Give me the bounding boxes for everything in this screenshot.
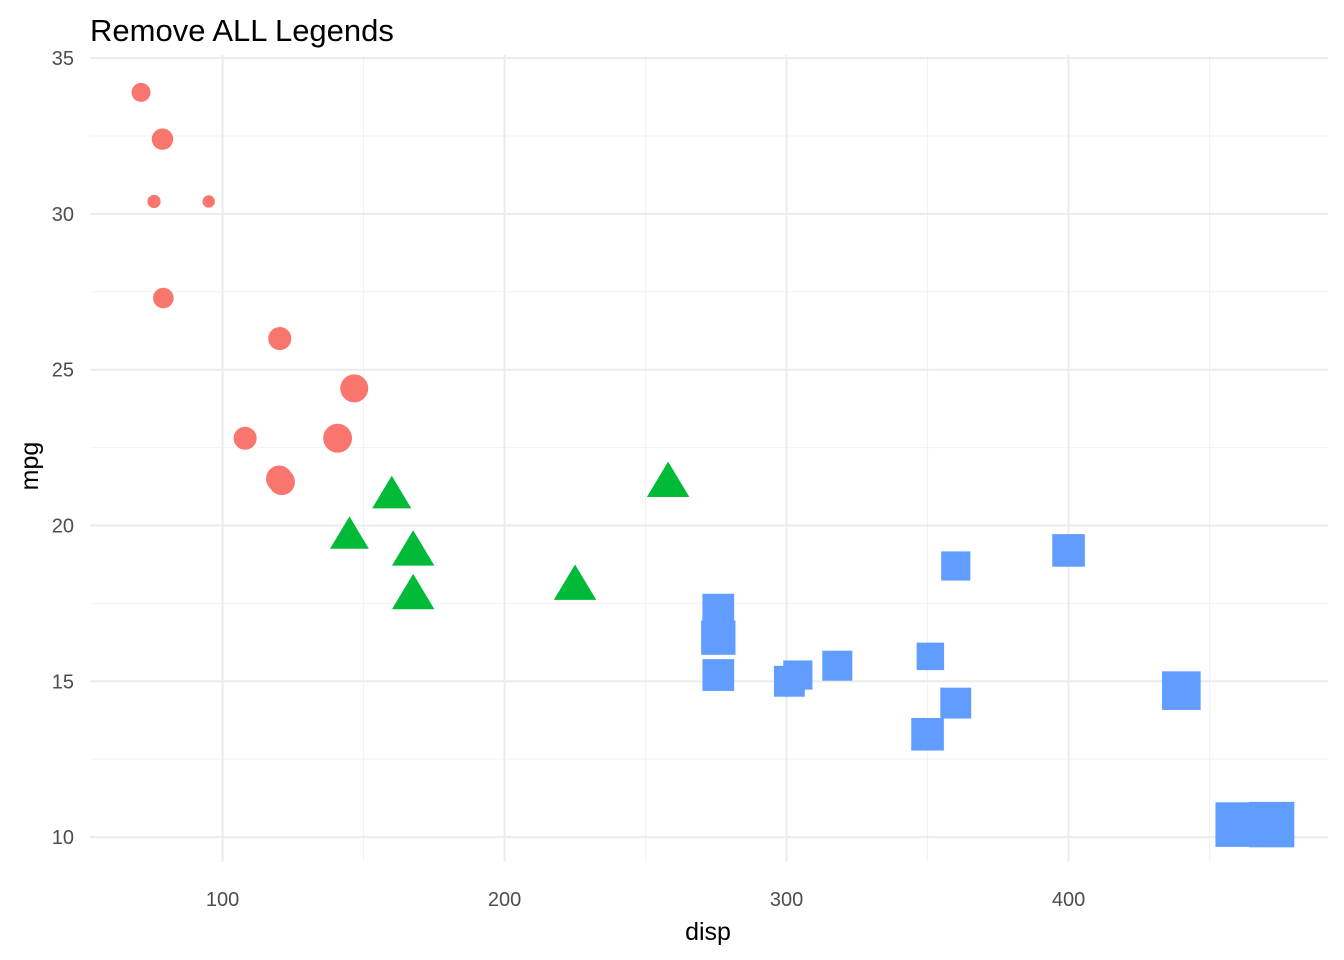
data-point-triangle (391, 573, 435, 610)
data-point-square (940, 687, 972, 719)
x-axis-title: disp (685, 918, 731, 946)
data-point-square (702, 659, 735, 691)
y-axis-title: mpg (16, 442, 44, 491)
data-point-triangle (553, 564, 597, 600)
x-axis-ticks: 100 200 300 400 (206, 889, 1085, 911)
y-tick-label: 10 (52, 827, 74, 849)
y-tick-label: 35 (52, 48, 74, 70)
data-point-square (916, 642, 945, 671)
x-tick-label: 400 (1052, 889, 1085, 911)
data-point-circle (268, 468, 295, 496)
data-point-square (1162, 671, 1201, 710)
y-tick-label: 30 (52, 204, 74, 226)
x-tick-label: 300 (770, 889, 803, 911)
data-point-square (702, 593, 735, 626)
x-tick-label: 100 (206, 889, 239, 911)
data-point-circle (131, 82, 151, 102)
data-point-circle (233, 426, 257, 450)
data-point-circle (147, 194, 161, 209)
data-point-square (822, 650, 853, 681)
data-points (131, 82, 1295, 848)
data-point-circle (340, 374, 369, 403)
y-axis-ticks: 10 15 20 25 30 35 (52, 48, 74, 849)
data-point-circle (323, 423, 353, 453)
data-point-square (1052, 534, 1085, 567)
y-tick-label: 15 (52, 671, 74, 693)
data-point-circle (153, 287, 174, 309)
chart-title: Remove ALL Legends (90, 13, 394, 48)
y-tick-label: 20 (52, 515, 74, 537)
data-point-circle (268, 326, 292, 351)
data-point-circle (202, 195, 215, 208)
data-point-square (911, 717, 944, 751)
grid-lines (90, 55, 1328, 862)
data-point-square (773, 665, 805, 697)
data-point-square (1248, 801, 1295, 848)
x-tick-label: 200 (488, 889, 521, 911)
data-point-square (941, 551, 971, 581)
data-point-circle (151, 128, 174, 150)
data-point-triangle (330, 516, 369, 549)
data-point-triangle (391, 530, 435, 566)
data-point-triangle (372, 475, 412, 509)
y-tick-label: 25 (52, 360, 74, 382)
data-point-square (701, 620, 736, 655)
data-point-triangle (646, 461, 690, 498)
